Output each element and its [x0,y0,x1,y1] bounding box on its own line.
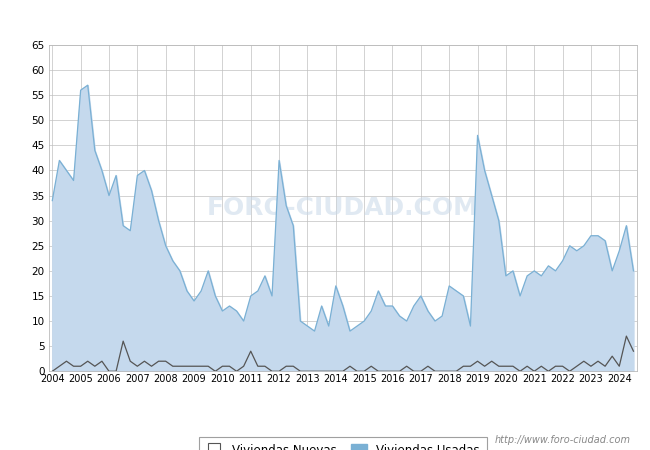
Text: FORO-CIUDAD.COM: FORO-CIUDAD.COM [207,196,479,220]
Text: Archidona - Evolucion del Nº de Transacciones Inmobiliarias: Archidona - Evolucion del Nº de Transacc… [106,11,544,26]
Text: http://www.foro-ciudad.com: http://www.foro-ciudad.com [495,435,630,445]
Legend: Viviendas Nuevas, Viviendas Usadas: Viviendas Nuevas, Viviendas Usadas [199,437,487,450]
